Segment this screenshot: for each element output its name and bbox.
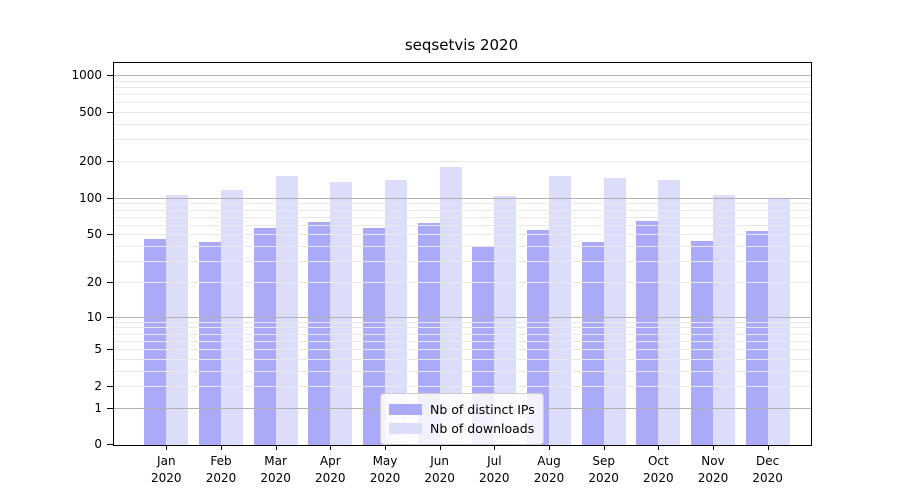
legend-swatch-distinct-ips [389, 404, 422, 415]
x-tick-label-mar: Mar 2020 [260, 454, 291, 485]
x-tick-label-aug: Aug 2020 [533, 454, 565, 485]
legend-row-downloads: Nb of downloads [389, 419, 535, 438]
bar-downloads-jan [166, 194, 189, 445]
y-tick-2 [107, 386, 113, 388]
x-tick-label-may: May 2020 [369, 454, 401, 485]
y-tick-label-1: 1 [94, 400, 102, 415]
bar-ips-sep [581, 242, 604, 445]
bar-downloads-sep [603, 178, 626, 445]
x-tick-label-sep: Sep 2020 [588, 454, 619, 485]
bar-ips-aug [526, 230, 549, 445]
y-tick-label-100: 100 [79, 190, 102, 205]
x-tick-sep [603, 445, 605, 450]
y-tick-label-20: 20 [86, 274, 102, 289]
x-tick-jul [494, 445, 496, 450]
y-tick-label-200: 200 [79, 153, 102, 168]
y-tick-label-500: 500 [79, 105, 102, 120]
y-tick-label-2: 2 [94, 379, 102, 394]
x-tick-label-nov: Nov 2020 [697, 454, 729, 485]
bar-downloads-apr [330, 181, 353, 445]
bar-downloads-mar [275, 175, 298, 445]
y-tick-0 [107, 444, 113, 445]
bar-downloads-aug [548, 176, 571, 445]
bar-downloads-jul [494, 195, 517, 445]
legend-swatch-downloads [389, 423, 422, 434]
y-tick-50 [107, 234, 113, 236]
bar-ips-jan [144, 238, 167, 445]
legend: Nb of distinct IPs Nb of downloads [380, 393, 544, 445]
chart-title: seqsetvis 2020 [404, 36, 519, 54]
x-tick-label-dec: Dec 2020 [752, 454, 783, 485]
x-tick-apr [330, 445, 332, 450]
y-tick-200 [107, 160, 113, 162]
x-tick-label-oct: Oct 2020 [643, 454, 674, 485]
y-tick-1 [107, 407, 113, 409]
x-tick-label-jun: Jun 2020 [424, 454, 455, 485]
bar-ips-dec [745, 231, 768, 445]
plot-area: Nb of distinct IPs Nb of downloads 0 1 2 5 1… [71, 62, 812, 485]
x-tick-label-feb: Feb 2020 [205, 454, 237, 485]
x-tick-feb [220, 445, 222, 450]
bar-downloads-jun [439, 166, 462, 445]
y-tick-label-50: 50 [86, 227, 102, 242]
x-tick-jun [439, 445, 441, 450]
bar-ips-may [362, 227, 385, 445]
axis-ticks-layer: 0 1 2 5 10 20 50 100 200 500 1000 Jan 2020 Feb 2020 M… [71, 63, 811, 485]
legend-row-distinct-ips: Nb of distinct IPs [389, 400, 535, 419]
bar-downloads-oct [658, 179, 681, 445]
x-tick-oct [658, 445, 660, 450]
x-tick-dec [767, 445, 769, 450]
x-tick-aug [548, 445, 550, 450]
x-tick-may [384, 445, 386, 450]
y-tick-10 [107, 316, 113, 318]
y-tick-500 [107, 112, 113, 114]
y-tick-label-0: 0 [94, 437, 102, 451]
bar-downloads-dec [767, 197, 790, 445]
legend-label-distinct-ips: Nb of distinct IPs [430, 402, 535, 417]
y-tick-label-5: 5 [94, 342, 102, 357]
y-tick-label-1000: 1000 [71, 68, 102, 82]
x-tick-mar [275, 445, 277, 450]
legend-label-downloads: Nb of downloads [430, 421, 535, 436]
y-tick-100 [107, 197, 113, 199]
y-tick-20 [107, 281, 113, 283]
y-tick-5 [107, 349, 113, 351]
y-tick-label-10: 10 [86, 309, 102, 324]
x-tick-label-jul: Jul 2020 [479, 454, 510, 485]
x-tick-jan [166, 445, 168, 450]
bar-ips-oct [636, 221, 659, 445]
x-tick-label-jan: Jan 2020 [151, 454, 182, 485]
bar-ips-nov [691, 241, 713, 445]
y-tick-1000 [107, 75, 113, 76]
bar-ips-feb [198, 242, 221, 445]
bar-downloads-nov [713, 194, 735, 445]
x-tick-label-apr: Apr 2020 [315, 454, 346, 485]
x-tick-nov [713, 445, 714, 450]
